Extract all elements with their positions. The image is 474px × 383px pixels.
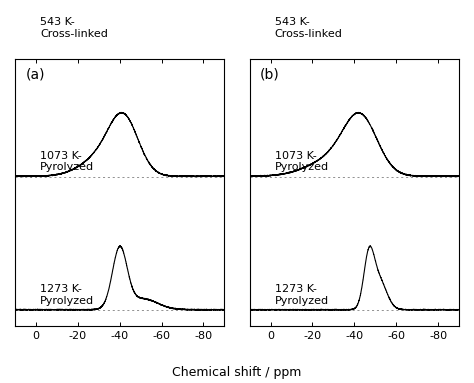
Text: 543 K-
Cross-linked: 543 K- Cross-linked [40,17,108,39]
Text: 1073 K-
Pyrolyzed: 1073 K- Pyrolyzed [275,151,329,172]
Text: Chemical shift / ppm: Chemical shift / ppm [173,366,301,379]
Text: 1273 K-
Pyrolyzed: 1273 K- Pyrolyzed [275,284,329,306]
Text: 543 K-
Cross-linked: 543 K- Cross-linked [275,17,343,39]
Text: 1273 K-
Pyrolyzed: 1273 K- Pyrolyzed [40,284,94,306]
Text: 1073 K-
Pyrolyzed: 1073 K- Pyrolyzed [40,151,94,172]
Text: (a): (a) [26,67,45,82]
Text: (b): (b) [260,67,280,82]
